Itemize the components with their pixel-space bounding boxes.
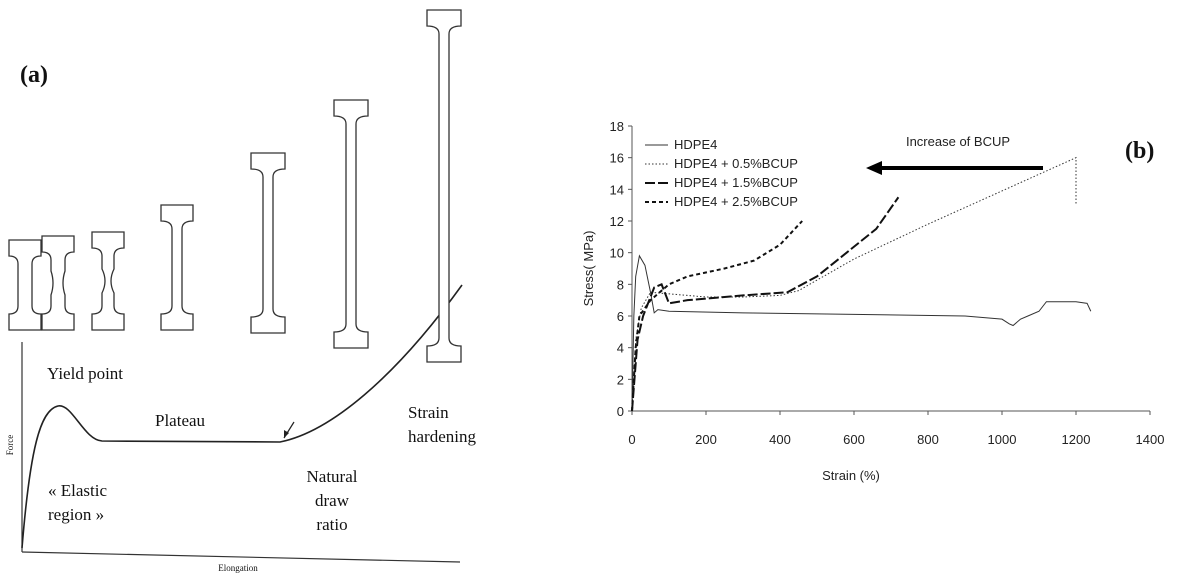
y-axis-label: Stress( MPa) [581,231,596,307]
specimen [8,239,42,331]
x-tick-label: 1400 [1136,432,1165,447]
panel-a: (a) Yield point Plateau Strain hardening … [5,9,476,573]
annotation: Increase of BCUP [906,134,1010,149]
series-line [631,196,900,412]
legend-label: HDPE4 + 2.5%BCUP [674,194,798,209]
y-tick-label: 4 [617,341,624,356]
force-curve [21,284,463,549]
specimen [91,231,125,331]
legend-label: HDPE4 [674,137,717,152]
y-tick-label: 18 [610,119,624,134]
axis-label: Force [5,435,15,456]
x-tick-label: 800 [917,432,939,447]
label: Yield point [47,364,123,383]
label: Strain hardening [408,403,476,446]
y-tick-label: 10 [610,246,624,261]
specimen [426,9,462,363]
x-tick-label: 1200 [1062,432,1091,447]
specimen [333,99,369,349]
x-tick-label: 600 [843,432,865,447]
series-line [631,220,803,412]
axis-label: Elongation [218,563,258,573]
legend-label: HDPE4 + 1.5%BCUP [674,175,798,190]
x-tick-label: 0 [628,432,635,447]
series-line [631,156,1077,412]
specimen [160,204,194,331]
y-tick-label: 12 [610,214,624,229]
x-axis-label: Strain (%) [822,468,880,483]
label: Natural draw ratio [307,467,358,534]
annotation-arrow-head [866,161,882,175]
x-tick-label: 400 [769,432,791,447]
axis [21,551,461,563]
y-tick-label: 8 [617,277,624,292]
y-tick-label: 2 [617,372,624,387]
y-tick-label: 14 [610,182,624,197]
y-tick-label: 16 [610,151,624,166]
y-tick-label: 0 [617,404,624,419]
series-line [631,254,1092,412]
x-tick-label: 200 [695,432,717,447]
panel-label: (b) [1125,138,1154,164]
panel-label: (a) [20,62,48,88]
x-tick-label: 1000 [988,432,1017,447]
arrow-head [284,430,289,438]
specimen [41,235,75,331]
label: Plateau [155,411,206,430]
label: « Elastic region » [48,481,107,524]
specimen [250,152,286,334]
y-tick-label: 6 [617,309,624,324]
legend-label: HDPE4 + 0.5%BCUP [674,156,798,171]
